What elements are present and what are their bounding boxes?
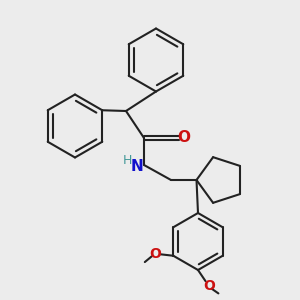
Text: N: N xyxy=(131,159,144,174)
Text: O: O xyxy=(203,280,215,293)
Text: O: O xyxy=(177,130,190,146)
Text: O: O xyxy=(149,247,161,261)
Text: H: H xyxy=(123,154,132,167)
